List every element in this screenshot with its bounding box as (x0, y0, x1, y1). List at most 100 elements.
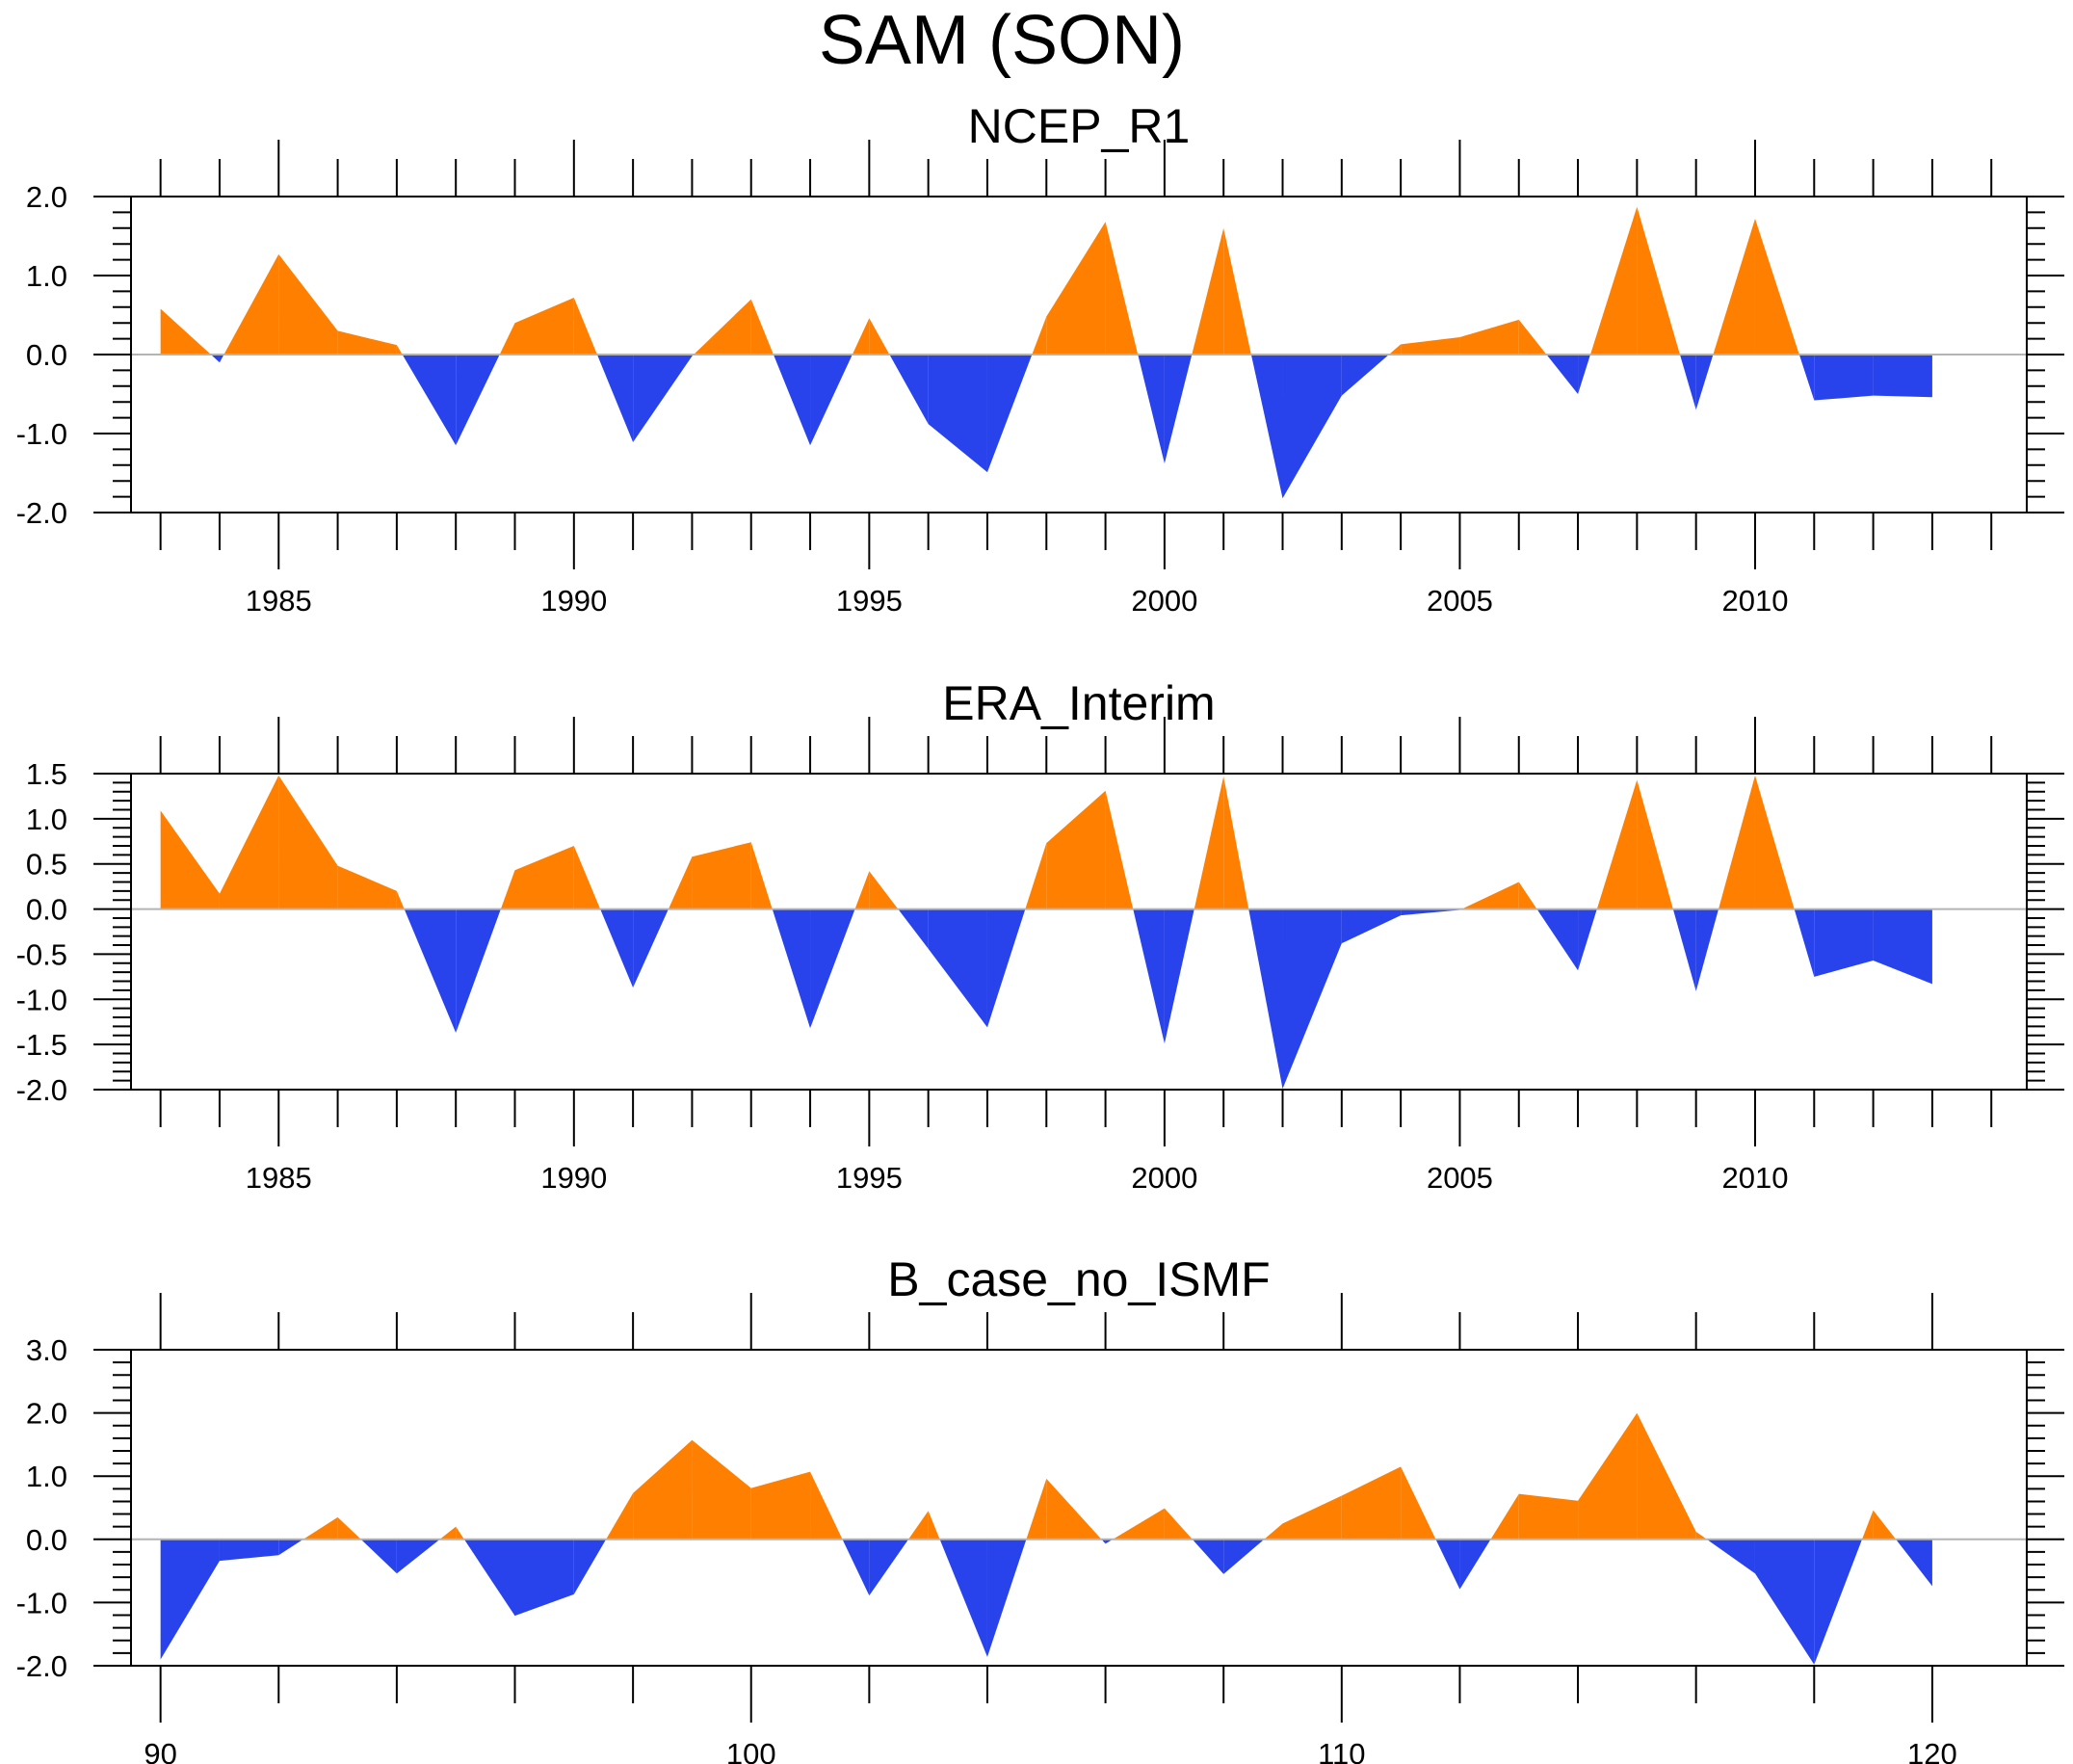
x-tick-label: 120 (1907, 1737, 1957, 1764)
positive-area (1401, 336, 1460, 355)
negative-area (986, 908, 1026, 1028)
positive-area (337, 865, 397, 909)
positive-area (337, 1516, 361, 1540)
positive-area (396, 345, 403, 355)
negative-area (1138, 355, 1165, 464)
positive-area (1873, 1510, 1897, 1540)
x-tick-label: 2005 (1427, 1161, 1493, 1195)
positive-area (869, 318, 890, 355)
x-tick-label: 1990 (540, 584, 607, 618)
negative-area (1873, 908, 1932, 985)
x-tick-label: 1995 (836, 1161, 903, 1195)
y-tick-label: 1.0 (26, 803, 67, 836)
positive-area (278, 775, 338, 909)
positive-area (302, 1516, 338, 1540)
negative-area (402, 355, 457, 446)
positive-area (750, 299, 774, 355)
positive-area (1046, 1478, 1102, 1540)
negative-area (810, 355, 853, 446)
positive-area (606, 1492, 634, 1540)
negative-area (463, 1539, 515, 1617)
negative-area (1401, 908, 1460, 916)
positive-area (1223, 776, 1249, 909)
panel-b-case-no-ismf: B_case_no_ISMF -2.0 -1.0 0.0 1.0 2.0 3.0 90 100… (16, 1252, 2064, 1764)
y-tick-label: -2.0 (16, 1073, 67, 1107)
negative-area (1133, 908, 1165, 1044)
negative-area (1435, 1539, 1460, 1590)
positive-area (223, 253, 279, 355)
x-tick-label: 2010 (1721, 584, 1788, 618)
negative-area (1105, 1539, 1114, 1544)
y-tick-label: -0.5 (16, 937, 67, 971)
negative-area (986, 1539, 1027, 1657)
positive-area (1578, 1412, 1638, 1540)
positive-area (1223, 227, 1251, 355)
x-tick-label: 2000 (1131, 1161, 1197, 1195)
y-tick-label: 2.0 (26, 180, 67, 214)
positive-area (1025, 843, 1047, 909)
negative-area (1578, 908, 1597, 971)
x-tick-label: 1985 (246, 584, 312, 618)
positive-area (1589, 206, 1638, 355)
positive-area (573, 845, 601, 909)
plot-frame (130, 773, 2028, 1091)
y-tick-label: -1.0 (16, 983, 67, 1016)
positive-area (1695, 1531, 1707, 1540)
positive-area (1282, 1495, 1342, 1540)
negative-area (1794, 908, 1815, 977)
positive-area (396, 890, 405, 909)
positive-area (337, 330, 397, 355)
y-tick-label: 1.0 (26, 1460, 67, 1493)
negative-area (939, 1539, 987, 1657)
positive-area (1596, 779, 1638, 909)
positive-area (1046, 222, 1106, 355)
negative-area (1282, 355, 1342, 499)
positive-area (1754, 218, 1799, 355)
positive-area (854, 871, 870, 909)
y-tick-label: -1.0 (16, 417, 67, 451)
y-tick-label: 0.0 (26, 893, 67, 927)
y-tick-label: 1.5 (26, 757, 67, 791)
positive-area (1164, 1508, 1193, 1540)
negative-area (1672, 908, 1696, 991)
positive-area (1461, 882, 1519, 909)
positive-area (1341, 1466, 1402, 1540)
positive-area (1518, 882, 1537, 909)
negative-area (1164, 908, 1194, 1044)
negative-area (869, 1539, 909, 1596)
x-tick-label: 1990 (540, 1161, 607, 1195)
negative-area (1679, 355, 1696, 410)
positive-area (278, 253, 338, 355)
positive-area (1637, 206, 1680, 355)
positive-area (694, 299, 751, 355)
plot-frame (130, 1349, 2028, 1667)
positive-area (692, 1439, 751, 1540)
negative-area (898, 908, 929, 949)
negative-area (1695, 908, 1719, 991)
negative-area (596, 355, 634, 443)
x-tick-label: 2005 (1427, 584, 1493, 618)
positive-area (1388, 344, 1402, 355)
negative-area (1814, 355, 1874, 401)
positive-area (750, 842, 773, 909)
negative-area (1101, 1539, 1106, 1544)
positive-area (1719, 775, 1755, 909)
negative-area (1798, 355, 1815, 401)
negative-area (1459, 1539, 1491, 1590)
positive-area (1490, 1493, 1519, 1540)
positive-area (692, 842, 751, 909)
negative-area (842, 1539, 870, 1596)
negative-area (1164, 355, 1193, 464)
negative-area (600, 908, 634, 988)
y-tick-label: 3.0 (26, 1333, 67, 1367)
negative-area (1341, 908, 1402, 944)
x-tick-label: 100 (726, 1737, 776, 1764)
negative-area (1873, 355, 1932, 398)
negative-area (514, 1539, 574, 1617)
x-tick-label: 110 (1318, 1737, 1365, 1764)
negative-area (1341, 355, 1389, 396)
positive-area (1046, 790, 1106, 909)
positive-area (668, 856, 693, 909)
positive-area (1264, 1523, 1283, 1540)
negative-area (1536, 908, 1579, 971)
